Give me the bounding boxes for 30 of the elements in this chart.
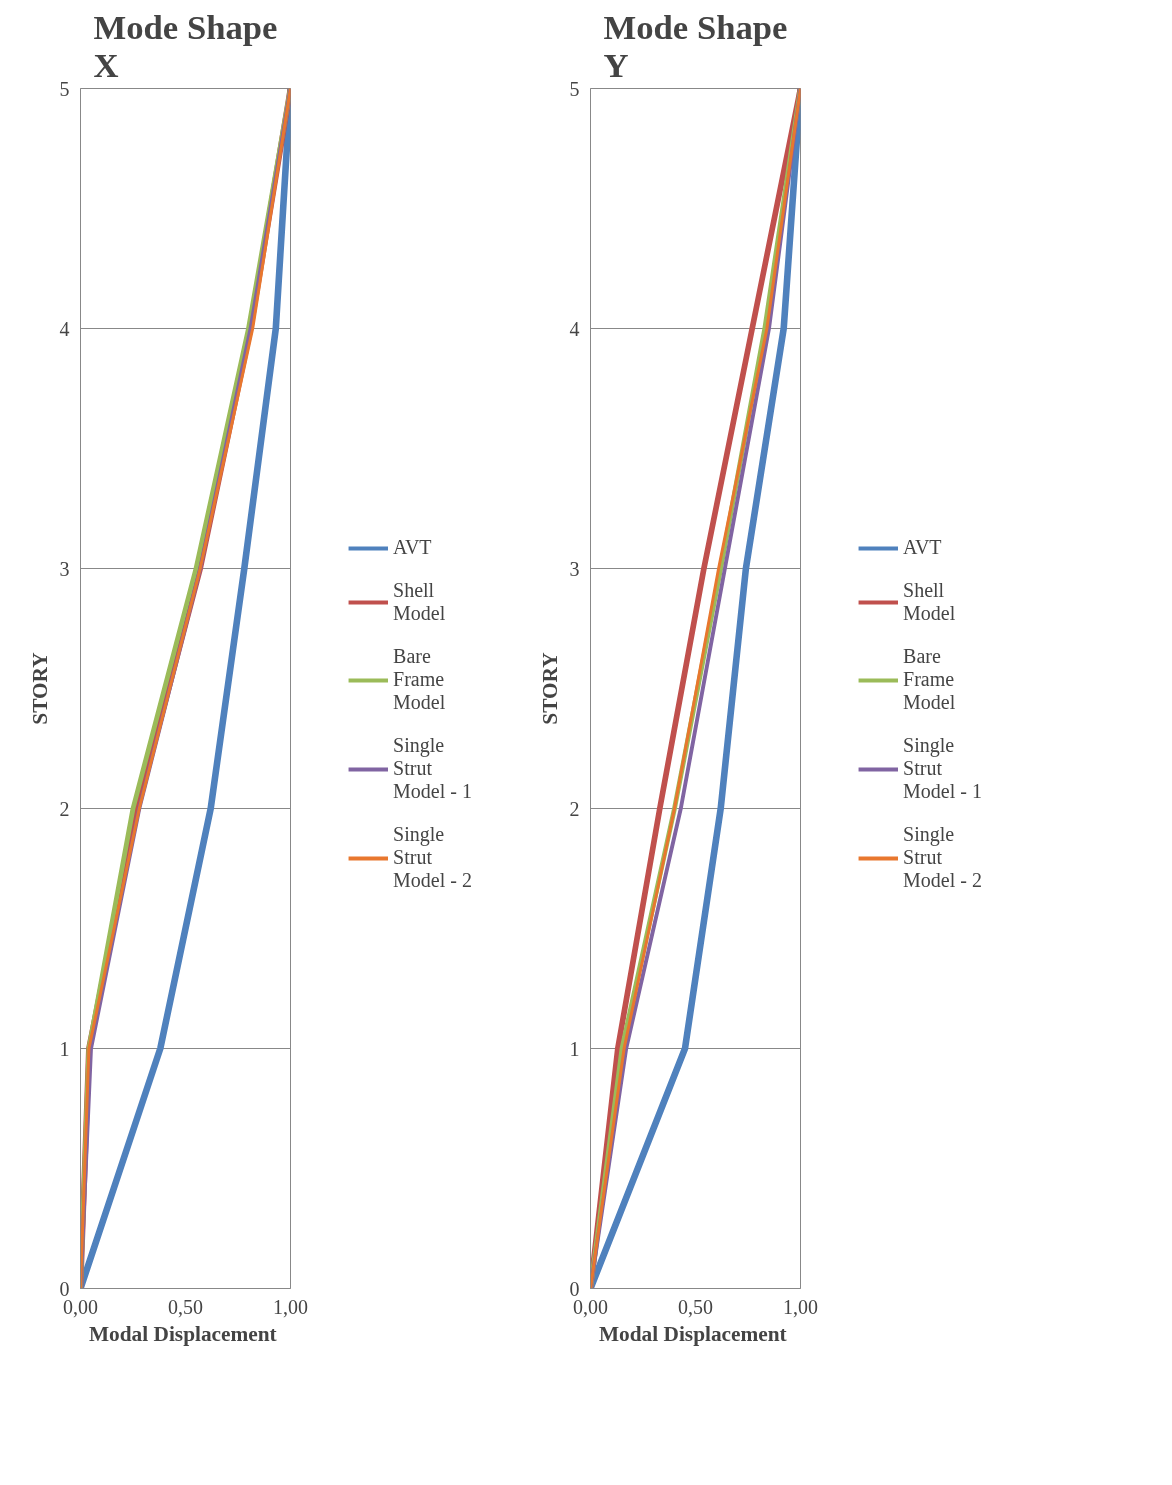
legend-label: AVT (393, 536, 432, 559)
y-tick-label: 4 (59, 317, 70, 340)
y-axis-title: STORY (537, 652, 562, 725)
legend-label: Shell Model (903, 579, 956, 625)
x-tick-label: 0,50 (168, 1295, 203, 1318)
legend-label: AVT (903, 536, 942, 559)
y-tick-label: 1 (569, 1037, 580, 1060)
y-tick-label: 2 (569, 797, 580, 820)
legend-label: Single Strut Model - 2 (903, 823, 982, 892)
legend-label: Single Strut Model - 1 (393, 734, 472, 803)
legend-label: Single Strut Model - 1 (903, 734, 982, 803)
y-tick-label: 5 (59, 77, 70, 100)
legend-label: Shell Model (393, 579, 446, 625)
chart-title: Mode Shape X (93, 7, 278, 84)
y-tick-label: 3 (569, 557, 580, 580)
y-tick-label: 1 (59, 1037, 70, 1060)
y-tick-label: 4 (569, 317, 580, 340)
x-axis-title: Modal Displacement (598, 1321, 788, 1346)
chart-title: Mode Shape Y (603, 7, 788, 84)
legend-label: Single Strut Model - 2 (393, 823, 472, 892)
x-tick-label: 1,00 (783, 1295, 818, 1318)
y-tick-label: 5 (569, 77, 580, 100)
y-axis-title: STORY (27, 652, 52, 725)
x-tick-label: 0,50 (678, 1295, 713, 1318)
legend-label: Bare Frame Model (903, 645, 956, 714)
x-axis-title: Modal Displacement (88, 1321, 278, 1346)
x-tick-label: 1,00 (273, 1295, 308, 1318)
legend-label: Bare Frame Model (393, 645, 446, 714)
y-tick-label: 2 (59, 797, 70, 820)
y-tick-label: 3 (59, 557, 70, 580)
